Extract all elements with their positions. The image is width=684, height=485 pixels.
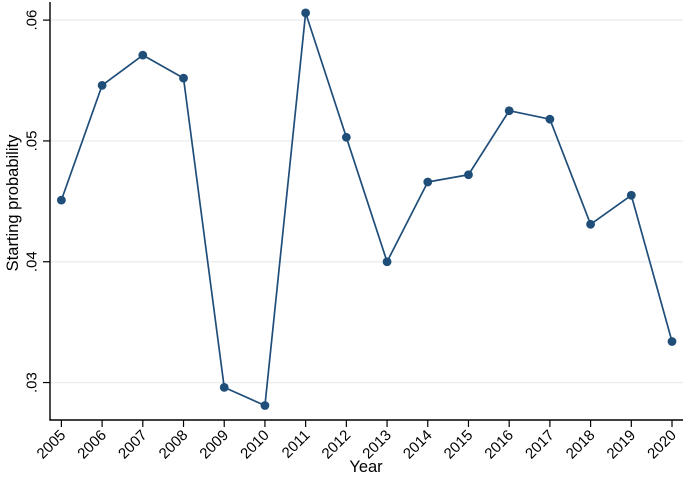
data-line [60, 12, 673, 407]
x-tick-label: 2017 [522, 427, 558, 463]
x-tick-label: 2007 [115, 427, 151, 463]
y-tick-label: .03 [24, 372, 41, 393]
data-point [626, 190, 636, 200]
x-tick-label: 2010 [237, 427, 273, 463]
y-tick-label: .06 [24, 10, 41, 31]
x-tick-label: 2006 [74, 427, 110, 463]
x-tick-label: 2018 [563, 427, 599, 463]
x-tick-label: 2014 [400, 427, 436, 463]
data-point [179, 73, 188, 83]
x-tick-label: 2020 [644, 427, 680, 463]
data-point [301, 8, 311, 18]
data-point [56, 195, 66, 205]
y-axis-title: Starting probability [4, 134, 22, 271]
series-group [56, 8, 677, 410]
x-tick-label: 2009 [196, 427, 232, 463]
x-tick-label: 2015 [441, 427, 477, 463]
x-axis-title: Year [349, 458, 383, 476]
data-point [586, 219, 595, 229]
x-tick-label: 2008 [156, 427, 192, 463]
data-point [138, 50, 148, 60]
data-point [504, 106, 514, 116]
data-point [97, 80, 107, 90]
x-tick-label: 2019 [604, 427, 640, 463]
y-tick-label: .04 [24, 251, 41, 272]
data-point [341, 132, 351, 142]
y-tick-label: .05 [24, 131, 41, 152]
gridlines [50, 19, 683, 384]
data-point [260, 401, 270, 410]
x-tick-label: 2005 [34, 427, 70, 463]
x-tick-label: 2016 [481, 427, 517, 463]
data-point [423, 177, 433, 187]
data-point [382, 257, 392, 267]
data-point [219, 382, 229, 392]
x-tick-label: 2011 [279, 427, 314, 462]
data-point [667, 337, 677, 346]
data-point [464, 170, 473, 180]
data-point [545, 114, 555, 124]
